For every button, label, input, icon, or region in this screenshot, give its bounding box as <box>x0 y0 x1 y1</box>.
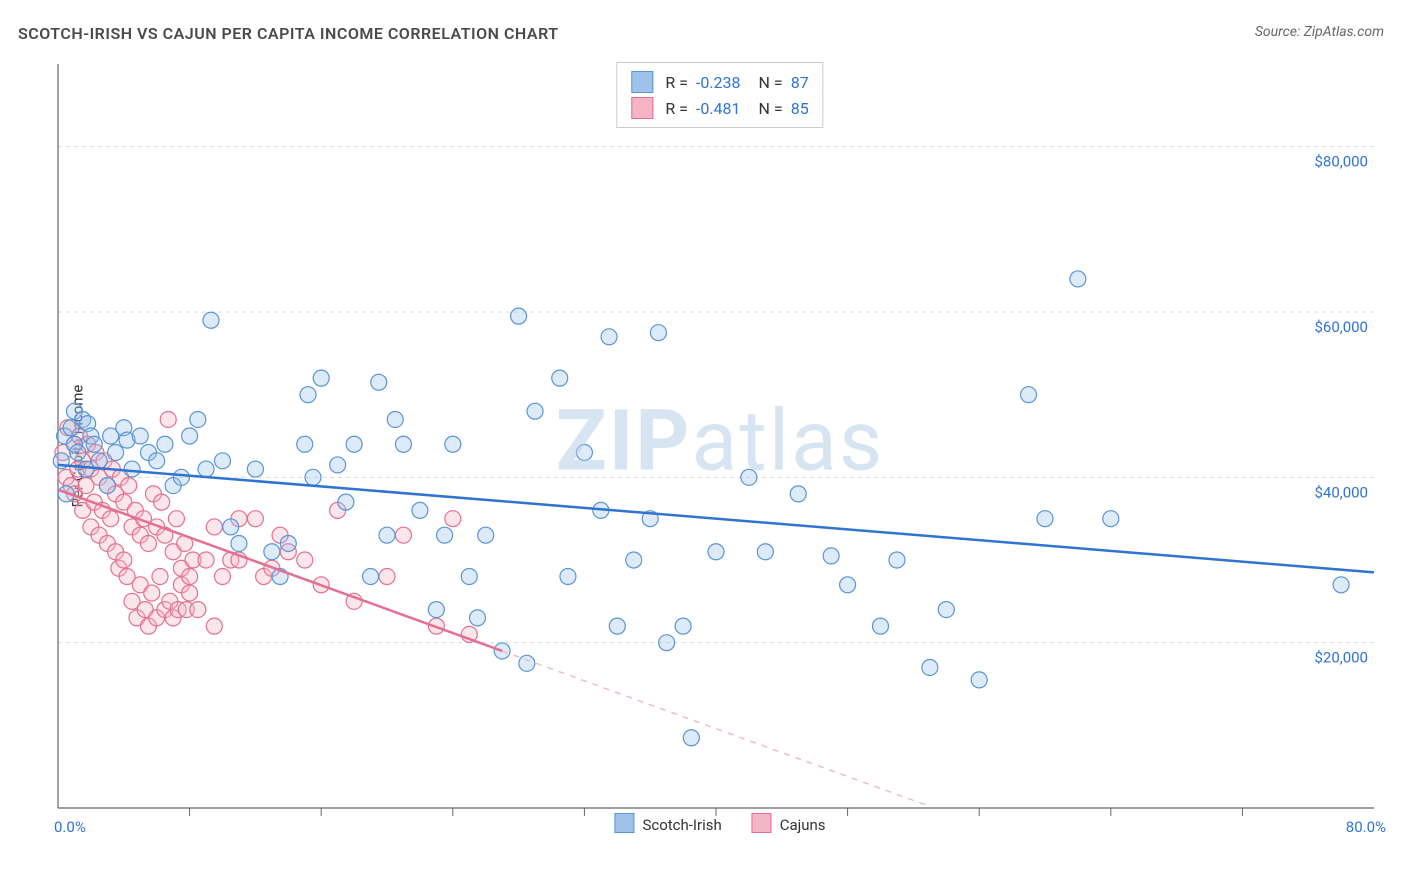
legend-label-1: Scotch-Irish <box>642 816 721 834</box>
stats-n-value-1: 87 <box>791 73 809 92</box>
svg-text:$80,000: $80,000 <box>1314 153 1368 171</box>
stats-swatch-2 <box>631 97 653 119</box>
x-axis-min-label: 0.0% <box>54 818 86 836</box>
stats-swatch-1 <box>631 71 653 93</box>
chart-title: SCOTCH-IRISH VS CAJUN PER CAPITA INCOME … <box>18 24 559 43</box>
stats-n-value-2: 85 <box>791 99 809 118</box>
legend-item-2: Cajuns <box>752 813 826 834</box>
source-label: Source: ZipAtlas.com <box>1255 24 1384 40</box>
stats-n-label-2: N = <box>759 99 783 118</box>
stats-row-2: R = -0.481 N = 85 <box>631 95 808 121</box>
legend-item-1: Scotch-Irish <box>614 813 721 834</box>
stats-r-value-1: -0.238 <box>696 73 741 92</box>
chart-container: Per Capita Income $20,000$40,000$60,000$… <box>50 56 1390 836</box>
svg-text:$40,000: $40,000 <box>1314 483 1368 501</box>
stats-row-1: R = -0.238 N = 87 <box>631 69 808 95</box>
bottom-legend: Scotch-Irish Cajuns <box>614 813 825 834</box>
svg-text:$60,000: $60,000 <box>1314 318 1368 336</box>
stats-legend-box: R = -0.238 N = 87 R = -0.481 N = 85 <box>616 62 823 128</box>
stats-r-value-2: -0.481 <box>696 99 741 118</box>
legend-label-2: Cajuns <box>780 816 826 834</box>
stats-n-label-1: N = <box>759 73 783 92</box>
legend-swatch-2 <box>752 813 772 833</box>
scatter-plot: $20,000 $40,000 $60,000 $80,000 <box>50 56 1390 836</box>
legend-swatch-1 <box>614 813 634 833</box>
x-axis-max-label: 80.0% <box>1346 818 1386 836</box>
stats-r-label-1: R = <box>665 73 688 92</box>
page-root: SCOTCH-IRISH VS CAJUN PER CAPITA INCOME … <box>0 0 1406 892</box>
stats-r-label-2: R = <box>665 99 688 118</box>
svg-text:$20,000: $20,000 <box>1314 649 1368 667</box>
